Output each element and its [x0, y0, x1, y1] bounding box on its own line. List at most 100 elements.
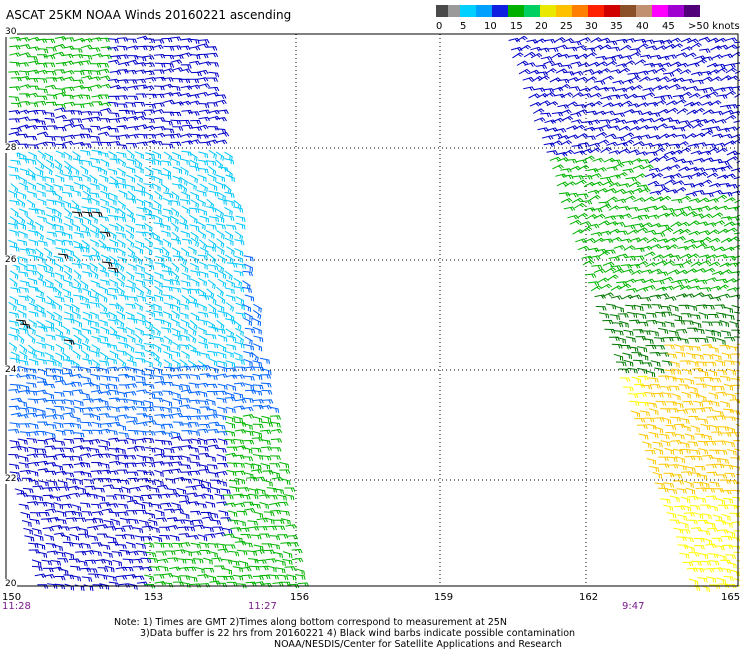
wind-barb — [654, 337, 665, 343]
wind-barb — [98, 75, 111, 81]
wind-barb — [118, 373, 130, 379]
wind-barb — [199, 549, 211, 555]
wind-barb — [203, 493, 214, 500]
wind-barb — [125, 102, 136, 108]
wind-barb — [676, 269, 688, 275]
wind-barb — [726, 104, 738, 109]
wind-barb — [724, 336, 736, 342]
wind-barb — [78, 527, 89, 535]
wind-barb — [577, 164, 590, 171]
wind-barb — [684, 455, 696, 461]
wind-barb — [725, 37, 738, 42]
wind-barb — [73, 232, 84, 239]
wind-barb — [18, 455, 29, 463]
wind-barb — [661, 276, 674, 282]
wind-barb — [19, 323, 31, 329]
wind-barb — [107, 357, 117, 365]
wind-barb — [144, 272, 154, 281]
legend-swatch — [684, 5, 700, 17]
wind-barb — [701, 321, 713, 327]
wind-barb — [703, 304, 715, 310]
wind-barb — [32, 485, 44, 491]
wind-barb — [185, 566, 197, 572]
wind-barb — [681, 206, 693, 211]
wind-barb — [145, 420, 157, 425]
wind-barb — [44, 176, 55, 184]
wind-barb — [71, 118, 83, 123]
wind-barb — [244, 344, 255, 351]
wind-barb — [574, 45, 587, 50]
wind-barb — [188, 94, 200, 99]
wind-barb — [649, 351, 661, 357]
wind-barb — [163, 55, 175, 60]
wind-barb — [8, 118, 20, 123]
wind-barb — [689, 585, 701, 592]
wind-barb — [134, 165, 144, 174]
wind-barb — [112, 487, 124, 493]
wind-barb — [10, 412, 23, 418]
wind-barb — [154, 262, 166, 268]
wind-barb — [280, 541, 292, 547]
wind-barb — [109, 135, 121, 141]
wind-barb — [618, 206, 631, 211]
wind-barb — [135, 264, 145, 273]
wind-barb — [662, 285, 675, 291]
wind-barb — [135, 343, 145, 351]
wind-barb — [216, 414, 227, 421]
wind-barb — [114, 527, 126, 533]
wind-barb — [44, 54, 56, 60]
wind-barb — [709, 400, 720, 407]
wind-barb — [670, 221, 682, 228]
wind-barb — [689, 391, 700, 399]
wind-barb — [116, 125, 128, 130]
wind-barb — [208, 253, 217, 264]
wind-barb — [62, 119, 75, 124]
wind-barb — [558, 192, 571, 197]
wind-barb — [145, 326, 155, 335]
legend-tick-labels: 0 5 10 15 20 25 30 35 40 45 >50 knots — [430, 21, 740, 33]
wind-barb — [254, 476, 266, 482]
wind-barb — [26, 453, 39, 458]
wind-barb — [62, 94, 74, 100]
wind-barb — [553, 93, 566, 99]
wind-barb — [54, 399, 66, 405]
wind-barb — [189, 54, 201, 60]
wind-barb — [616, 281, 628, 286]
wind-barb — [516, 35, 528, 42]
wind-barb — [676, 108, 689, 115]
wind-barb — [136, 312, 146, 321]
wind-barb — [118, 461, 129, 469]
wind-barb — [35, 414, 47, 419]
wind-barb — [636, 287, 649, 292]
wind-barb — [666, 375, 677, 382]
wind-barb — [135, 214, 146, 221]
wind-barb — [98, 428, 111, 434]
wind-barb — [36, 69, 48, 75]
wind-barb — [685, 133, 697, 140]
wind-barb — [114, 494, 125, 500]
wind-barb — [717, 504, 729, 510]
wind-barb — [287, 542, 299, 547]
wind-barb — [729, 569, 740, 577]
wind-barb — [595, 167, 607, 172]
wind-barb — [97, 230, 106, 241]
wind-barb — [679, 552, 690, 559]
wind-barb — [677, 141, 689, 147]
wind-barb — [108, 269, 118, 277]
wind-barb — [116, 151, 127, 159]
wind-barb — [655, 311, 666, 318]
wind-barb — [697, 394, 707, 402]
wind-barb — [675, 351, 686, 358]
wind-barb — [613, 162, 625, 169]
wind-barb — [154, 380, 166, 386]
wind-barb — [122, 525, 134, 530]
wind-barb — [115, 232, 127, 239]
wind-barb — [199, 247, 209, 256]
wind-barb — [179, 215, 188, 226]
wind-barb — [234, 470, 246, 476]
wind-barb — [18, 359, 29, 366]
wind-barb — [700, 179, 713, 185]
wind-barb — [655, 321, 666, 328]
wind-barb — [162, 399, 173, 407]
wind-barb — [650, 268, 663, 274]
